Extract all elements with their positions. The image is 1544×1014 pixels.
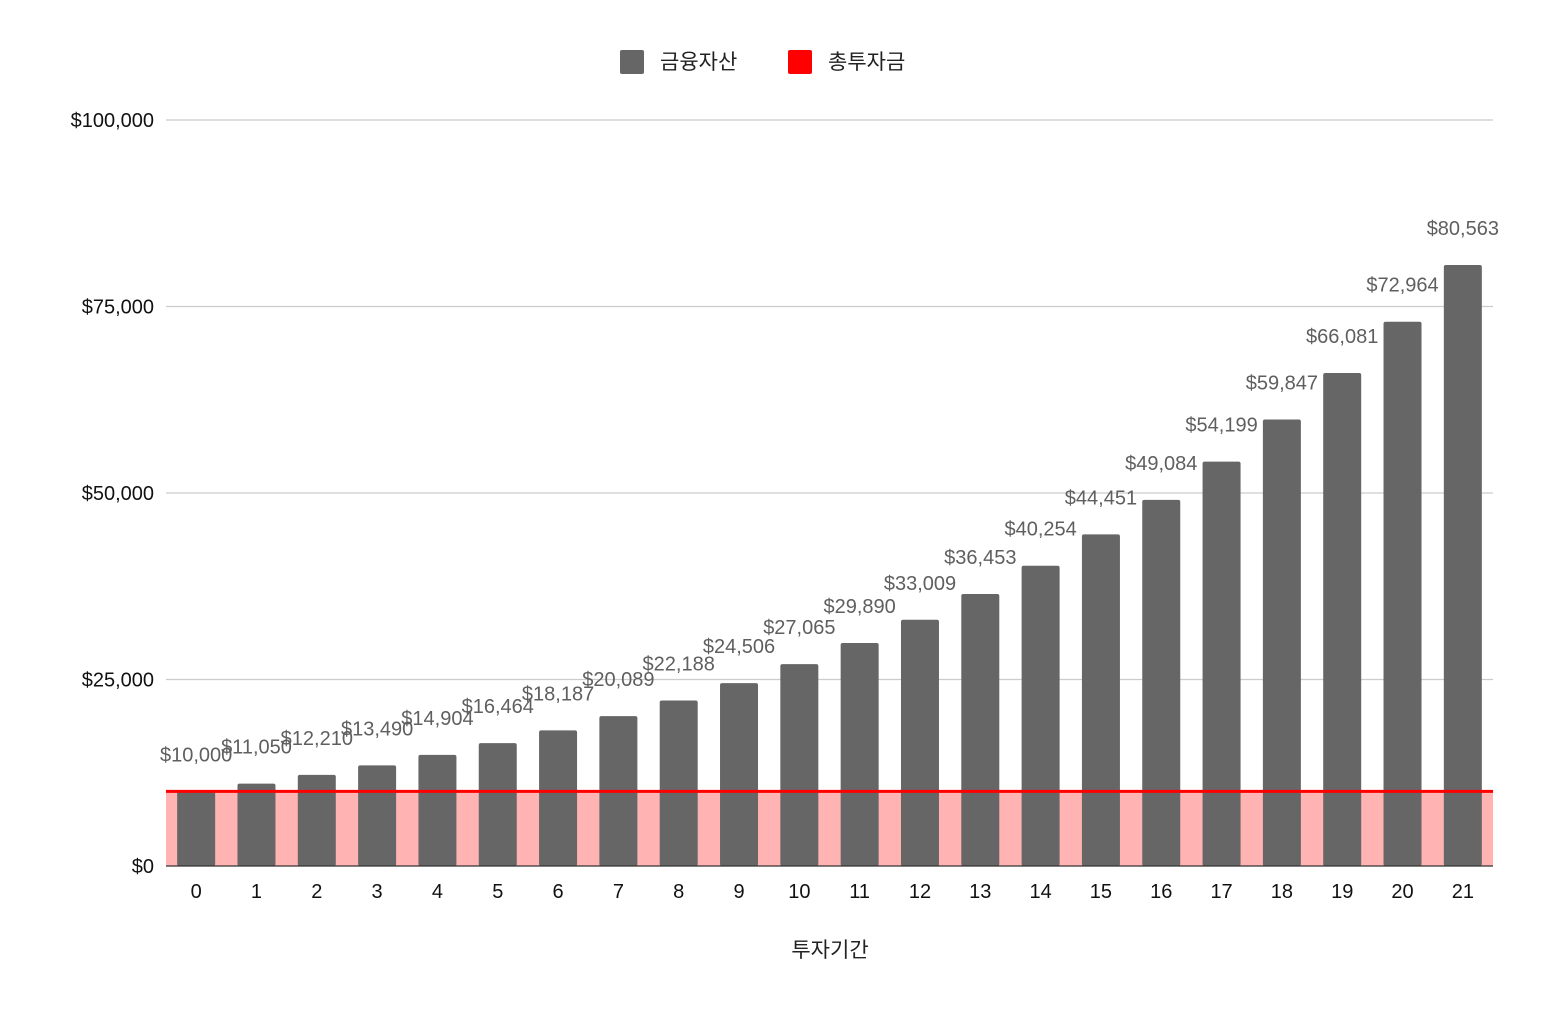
x-tick-label: 19 xyxy=(1331,881,1353,903)
data-label-6: $18,187 xyxy=(522,683,594,705)
bar-4 xyxy=(418,754,457,866)
data-label-7: $20,089 xyxy=(582,669,654,691)
x-tick-label: 12 xyxy=(909,881,931,903)
x-axis-tick-labels: 0 1 2 3 4 5 6 7 8 9 10 11 12 13 14 15 16 17 18 19 20 21 xyxy=(191,881,1474,903)
financial-assets-bars xyxy=(177,265,1482,867)
x-tick-label: 2 xyxy=(311,881,322,903)
bar-9 xyxy=(720,683,759,866)
data-label-20: $72,964 xyxy=(1366,275,1438,297)
bar-3 xyxy=(358,765,397,866)
x-tick-label: 0 xyxy=(191,881,202,903)
data-label-21: $80,563 xyxy=(1427,218,1499,240)
data-label-12: $33,009 xyxy=(884,573,956,595)
x-tick-label: 20 xyxy=(1391,881,1413,903)
bar-1 xyxy=(237,783,276,866)
x-axis-title: 투자기간 xyxy=(791,938,868,962)
y-tick-label: $100,000 xyxy=(71,110,154,132)
data-label-2: $12,210 xyxy=(281,728,353,750)
data-label-5: $16,464 xyxy=(462,696,534,718)
data-label-13: $36,453 xyxy=(944,547,1016,569)
data-label-17: $54,199 xyxy=(1185,415,1257,437)
x-tick-label: 15 xyxy=(1090,881,1112,903)
y-tick-label: $75,000 xyxy=(82,297,154,319)
x-tick-label: 6 xyxy=(553,881,564,903)
x-tick-label: 8 xyxy=(673,881,684,903)
data-label-10: $27,065 xyxy=(763,617,835,639)
x-tick-label: 11 xyxy=(849,881,870,903)
x-tick-label: 18 xyxy=(1271,881,1293,903)
legend: 금융자산 총투자금 xyxy=(620,50,905,74)
data-label-8: $22,188 xyxy=(643,653,715,675)
y-tick-label: $50,000 xyxy=(82,483,154,505)
data-label-15: $44,451 xyxy=(1065,487,1137,509)
bar-data-labels: $10,000$11,050$12,210$13,490$14,904$16,4… xyxy=(160,218,1499,766)
bar-20 xyxy=(1383,321,1422,866)
data-label-11: $29,890 xyxy=(824,596,896,618)
x-tick-label: 9 xyxy=(733,881,744,903)
data-label-3: $13,490 xyxy=(341,718,413,740)
x-tick-label: 7 xyxy=(613,881,624,903)
bar-15 xyxy=(1081,534,1120,866)
data-label-19: $66,081 xyxy=(1306,326,1378,348)
bar-0 xyxy=(177,791,216,866)
bar-21 xyxy=(1443,265,1482,867)
data-label-0: $10,000 xyxy=(160,744,232,766)
bar-12 xyxy=(900,619,939,866)
x-tick-label: 1 xyxy=(251,881,262,903)
data-label-1: $11,050 xyxy=(221,737,292,759)
x-tick-label: 5 xyxy=(492,881,503,903)
x-tick-label: 17 xyxy=(1210,881,1232,903)
bar-10 xyxy=(780,664,819,866)
y-tick-label: $0 xyxy=(132,856,154,878)
bar-18 xyxy=(1262,419,1301,866)
y-tick-label: $25,000 xyxy=(82,670,154,692)
total-investment-line-layer xyxy=(166,789,1493,867)
x-tick-label: 3 xyxy=(372,881,383,903)
bar-2 xyxy=(297,774,336,866)
data-label-14: $40,254 xyxy=(1004,519,1076,541)
bar-13 xyxy=(961,594,1000,866)
x-tick-label: 13 xyxy=(969,881,991,903)
y-axis-tick-labels: $0 $25,000 $50,000 $75,000 $100,000 xyxy=(71,110,154,878)
bar-8 xyxy=(659,700,698,866)
bar-6 xyxy=(539,730,578,866)
x-tick-label: 21 xyxy=(1452,881,1474,903)
data-label-4: $14,904 xyxy=(401,708,473,730)
legend-label-total-investment: 총투자금 xyxy=(828,50,905,74)
bar-16 xyxy=(1142,499,1181,866)
x-tick-label: 10 xyxy=(788,881,810,903)
x-tick-label: 16 xyxy=(1150,881,1172,903)
legend-swatch-financial-assets xyxy=(620,50,644,74)
bar-19 xyxy=(1323,373,1362,866)
legend-swatch-total-investment xyxy=(788,50,812,74)
data-label-18: $59,847 xyxy=(1246,373,1318,395)
data-label-9: $24,506 xyxy=(703,636,775,658)
bar-17 xyxy=(1202,461,1241,866)
bar-11 xyxy=(840,643,879,866)
bar-5 xyxy=(478,743,517,866)
legend-label-financial-assets: 금융자산 xyxy=(660,50,737,74)
x-tick-label: 14 xyxy=(1029,881,1051,903)
x-tick-label: 4 xyxy=(432,881,443,903)
data-label-16: $49,084 xyxy=(1125,453,1197,475)
bar-14 xyxy=(1021,565,1060,866)
